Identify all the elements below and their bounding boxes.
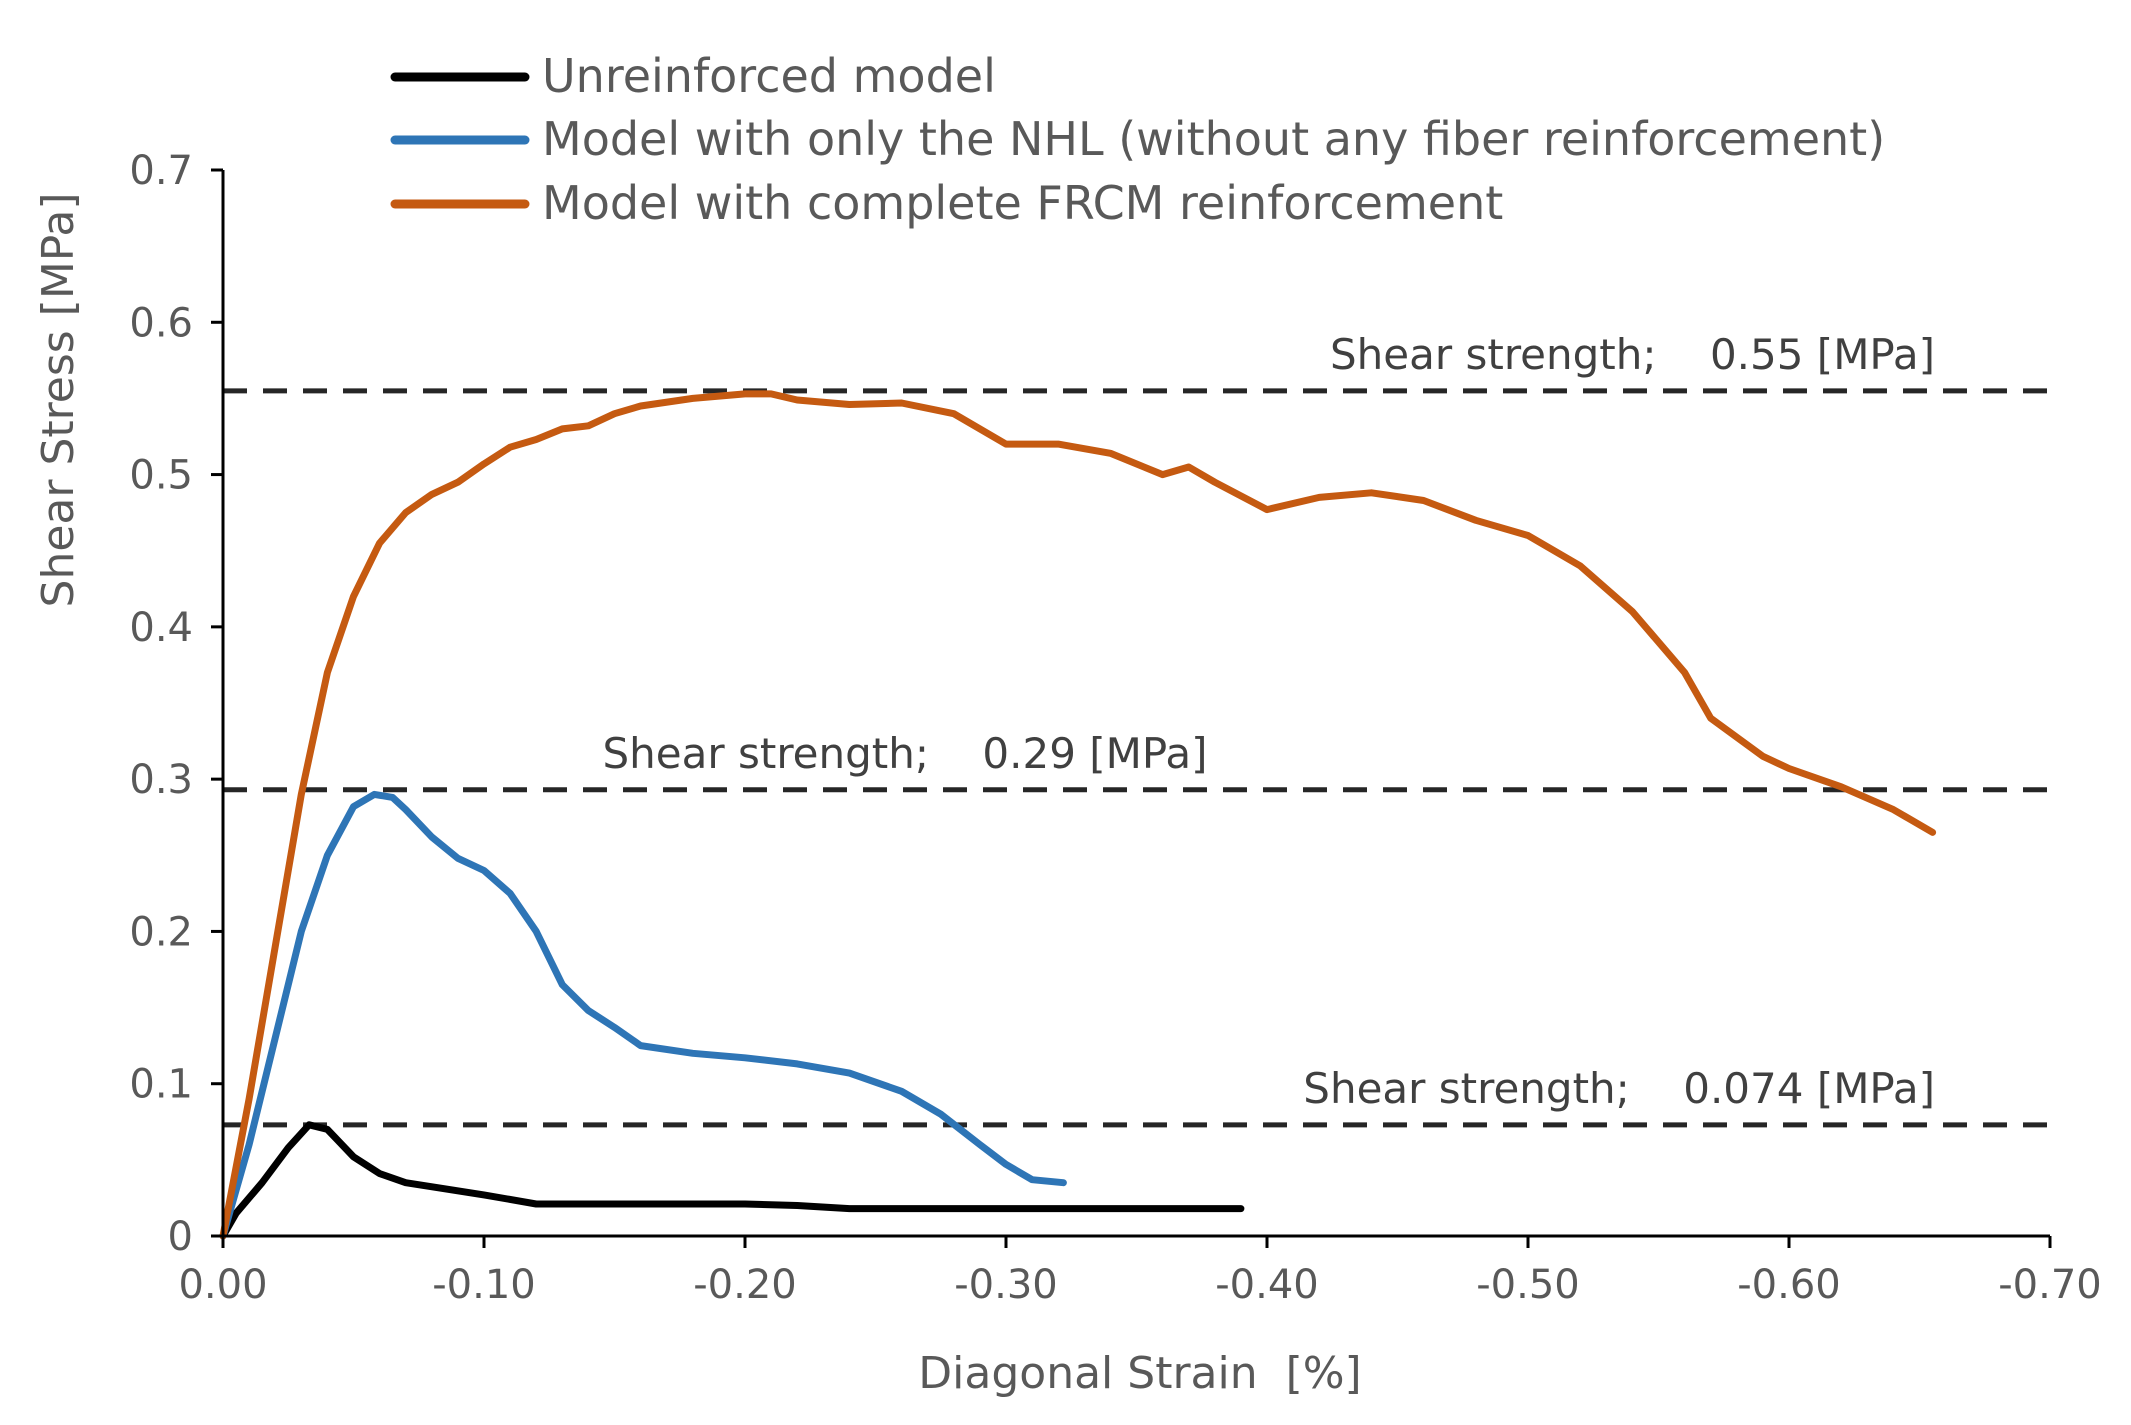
x-tick-label: -0.30 [954, 1262, 1058, 1308]
legend-label-frcm: Model with complete FRCM reinforcement [542, 176, 1503, 230]
x-tick-label: -0.40 [1215, 1262, 1319, 1308]
axes: 0 0.1 0.2 0.3 0.4 0.5 0.6 0.7 0.00 -0.10 -0.20 -0.3… [129, 148, 2101, 1308]
x-tick-label: -0.70 [1998, 1262, 2102, 1308]
series-lines [219, 390, 1937, 1240]
series-line-2 [219, 390, 1937, 1240]
x-tick-label: -0.20 [693, 1262, 797, 1308]
y-axis-title: Shear Stress [MPa] [33, 193, 84, 608]
x-tick-label: -0.10 [432, 1262, 536, 1308]
x-axis-title: Diagonal Strain [%] [918, 1348, 1361, 1399]
legend-label-nhl: Model with only the NHL (without any fib… [542, 112, 1885, 166]
y-tick-label: 0.6 [129, 300, 193, 346]
reference-lines: Shear strength; 0.55 [MPa] Shear strength… [223, 330, 2050, 1128]
y-tick-label: 0.4 [129, 605, 193, 651]
y-tick-label: 0 [168, 1214, 193, 1260]
legend-item-unreinforced: Unreinforced model [390, 49, 996, 103]
y-tick-label: 0.2 [129, 909, 193, 955]
series-line-0 [219, 1121, 1245, 1240]
y-tick-label: 0.7 [129, 148, 193, 194]
shear-strength-label: Shear strength; 0.55 [MPa] [1330, 330, 1935, 379]
x-tick-label: 0.00 [178, 1262, 267, 1308]
series-line-1 [219, 790, 1067, 1240]
legend-label-unreinforced: Unreinforced model [542, 49, 996, 103]
y-tick-label: 0.1 [129, 1062, 193, 1108]
y-tick-label: 0.3 [129, 757, 193, 803]
x-tick-label: -0.50 [1476, 1262, 1580, 1308]
y-tick-label: 0.5 [129, 453, 193, 499]
legend-item-frcm: Model with complete FRCM reinforcement [390, 176, 1503, 230]
x-tick-label: -0.60 [1737, 1262, 1841, 1308]
legend: Unreinforced model Model with only the N… [390, 49, 1885, 230]
legend-item-nhl: Model with only the NHL (without any fib… [390, 112, 1885, 166]
shear-strength-label: Shear strength; 0.074 [MPa] [1303, 1064, 1935, 1113]
shear-strength-label: Shear strength; 0.29 [MPa] [603, 729, 1208, 778]
